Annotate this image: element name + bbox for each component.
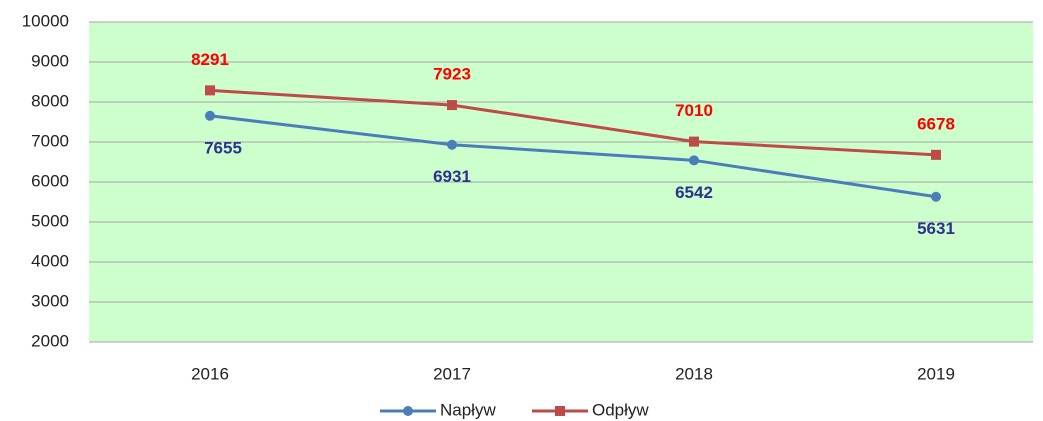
point [205, 110, 215, 121]
data-label: 7655 [204, 138, 242, 157]
series-line [209, 114, 937, 199]
point [205, 85, 215, 96]
data-label: 5631 [917, 219, 955, 238]
data-label: 7010 [675, 101, 713, 120]
y-tick-label: 7000 [31, 131, 69, 150]
legend-label: Odpływ [592, 400, 649, 419]
data-label: 6542 [675, 183, 713, 202]
point [931, 191, 941, 202]
y-tick-label: 6000 [31, 171, 69, 190]
y-tick-label: 10000 [22, 11, 69, 30]
y-tick-label: 9000 [31, 51, 69, 70]
series-line [209, 88, 937, 157]
x-tick-label: 2019 [917, 364, 955, 383]
y-tick-label: 2000 [31, 331, 69, 350]
legend-label: Napływ [440, 400, 496, 419]
point [931, 149, 941, 160]
point [689, 155, 699, 166]
x-tick-label: 2018 [675, 364, 713, 383]
y-tick-label: 4000 [31, 251, 69, 270]
data-label: 6678 [917, 114, 955, 133]
x-tick-label: 2017 [433, 364, 471, 383]
legend-marker [555, 406, 565, 416]
point [447, 100, 457, 111]
data-label: 7923 [433, 65, 471, 84]
point [689, 136, 699, 147]
x-tick-label: 2016 [191, 364, 229, 383]
data-label: 6931 [433, 167, 471, 186]
y-tick-label: 8000 [31, 91, 69, 110]
point [447, 139, 457, 150]
legend-marker [403, 406, 413, 416]
y-tick-label: 5000 [31, 211, 69, 230]
y-tick-label: 3000 [31, 291, 69, 310]
data-label: 8291 [191, 50, 229, 69]
